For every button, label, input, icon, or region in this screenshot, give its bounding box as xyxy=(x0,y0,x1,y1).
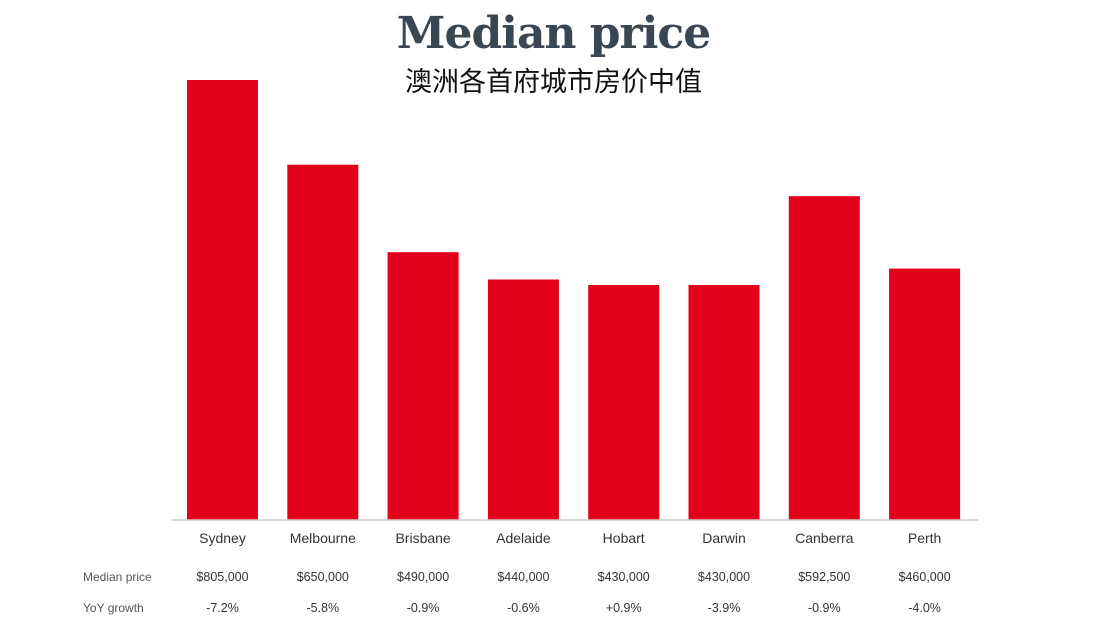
median-price-value: $490,000 xyxy=(397,570,449,584)
bar-adelaide xyxy=(487,279,559,520)
median-price-value: $592,500 xyxy=(798,570,850,584)
category-label: Sydney xyxy=(199,530,246,546)
median-price-row-label: Median price xyxy=(83,570,152,584)
chart-subtitle: 澳洲各首府城市房价中值 xyxy=(405,67,702,98)
median-price-value: $430,000 xyxy=(598,570,650,584)
yoy-growth-value: -5.8% xyxy=(306,601,339,615)
bar-darwin xyxy=(688,284,760,520)
chart-title: Median price xyxy=(396,8,711,59)
category-label: Adelaide xyxy=(496,530,551,546)
yoy-growth-value: -4.0% xyxy=(908,601,941,615)
category-label: Canberra xyxy=(795,530,854,546)
median-price-value: $460,000 xyxy=(899,570,951,584)
yoy-growth-row-label: YoY growth xyxy=(83,601,144,615)
median-price-value: $430,000 xyxy=(698,570,750,584)
median-price-value: $440,000 xyxy=(497,570,549,584)
yoy-growth-value: -0.6% xyxy=(507,601,540,615)
bar-perth xyxy=(889,268,961,520)
yoy-growth-value: -3.9% xyxy=(708,601,741,615)
median-price-value: $650,000 xyxy=(297,570,349,584)
category-label: Darwin xyxy=(702,530,746,546)
category-label: Brisbane xyxy=(395,530,450,546)
yoy-growth-value: -0.9% xyxy=(808,601,841,615)
yoy-growth-value: -0.9% xyxy=(407,601,440,615)
yoy-growth-value: -7.2% xyxy=(206,601,239,615)
bar-hobart xyxy=(588,284,660,520)
median-price-value: $805,000 xyxy=(196,570,248,584)
category-label: Hobart xyxy=(603,530,645,546)
bar-brisbane xyxy=(387,252,459,520)
category-label: Melbourne xyxy=(290,530,356,546)
bar-melbourne xyxy=(287,164,359,520)
yoy-growth-value: +0.9% xyxy=(606,601,642,615)
bar-sydney xyxy=(187,80,258,520)
bar-canberra xyxy=(788,196,860,521)
category-label: Perth xyxy=(908,530,941,546)
